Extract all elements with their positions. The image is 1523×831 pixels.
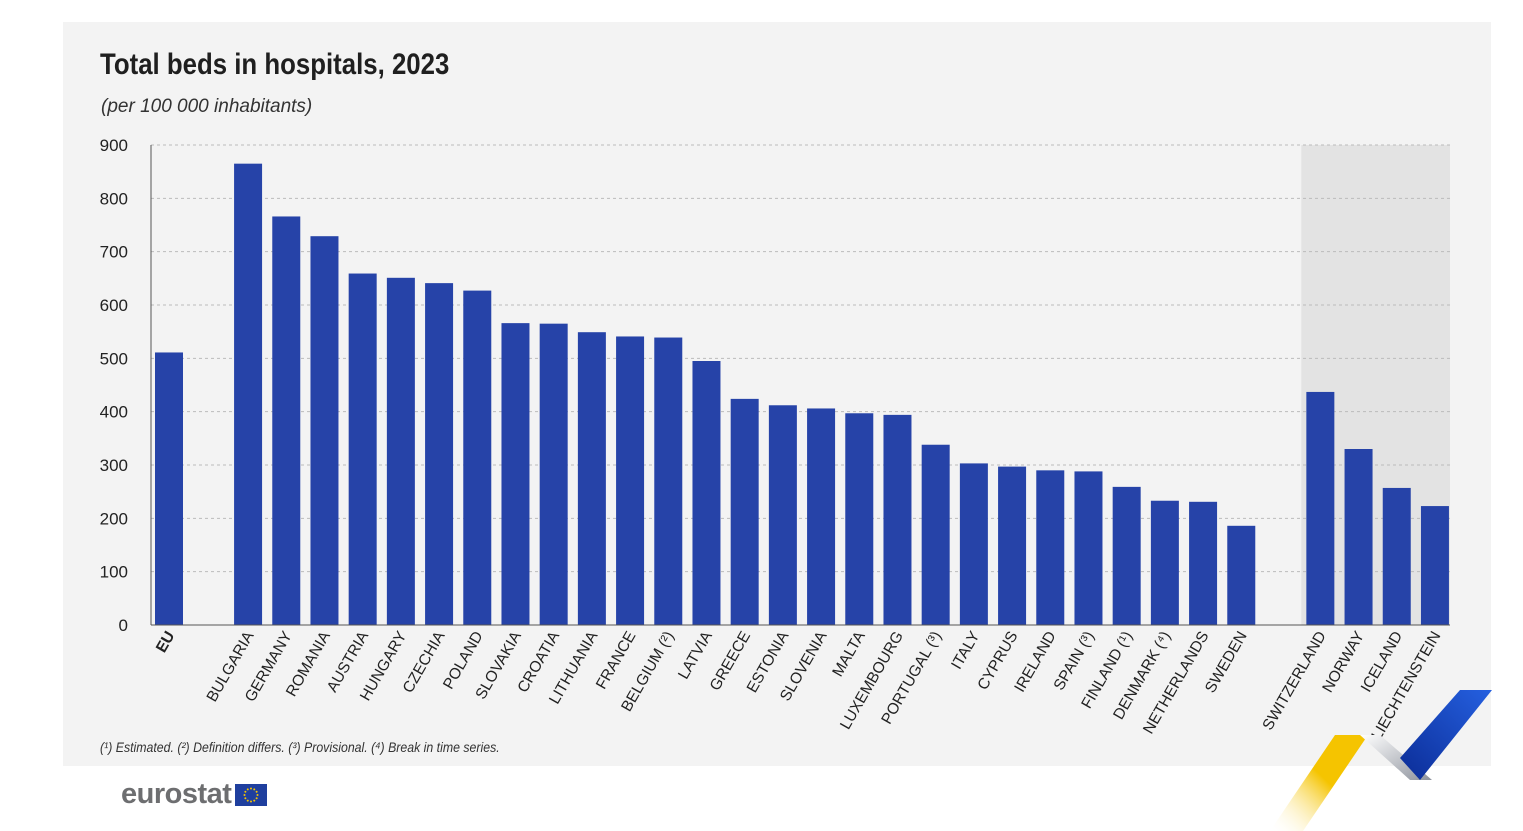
- flag-star: [244, 790, 247, 793]
- bar-spain: [1074, 471, 1103, 625]
- y-tick-label: 900: [100, 136, 128, 155]
- bar-sweden: [1227, 525, 1256, 625]
- x-tick-label-latvia: LATVIA: [675, 628, 716, 682]
- bar-luxembourg: [883, 414, 912, 625]
- bar-switzerland: [1306, 391, 1335, 625]
- brand-blue-stripe: [1400, 690, 1492, 780]
- y-tick-label: 300: [100, 456, 128, 475]
- y-tick-label: 400: [100, 403, 128, 422]
- bar-czechia: [425, 283, 454, 625]
- bar-liechtenstein: [1420, 506, 1449, 625]
- y-tick-label: 500: [100, 349, 128, 368]
- bar-finland: [1112, 486, 1141, 625]
- chart-title: Total beds in hospitals, 2023: [100, 48, 450, 81]
- bar-bulgaria: [234, 163, 263, 625]
- bar-romania: [310, 236, 339, 625]
- x-tick-labels: EU BULGARIAGERMANYROMANIAAUSTRIAHUNGARYCZ…: [153, 628, 1444, 743]
- flag-star: [244, 796, 247, 799]
- bar-italy: [959, 463, 988, 625]
- bar-poland: [463, 290, 492, 625]
- flag-star: [247, 799, 250, 802]
- bar-slovakia: [501, 323, 530, 625]
- flag-star: [250, 800, 253, 802]
- y-tick-label: 0: [119, 616, 128, 635]
- bar-denmark: [1150, 500, 1179, 625]
- eu-flag-icon: [235, 783, 268, 806]
- bar-greece: [730, 398, 759, 625]
- bar-belgium: [654, 337, 683, 625]
- flag-star: [243, 793, 246, 796]
- gridlines-layer: [151, 144, 1450, 573]
- eurostat-brand-swoosh: [1270, 690, 1492, 831]
- bar-malta: [845, 413, 874, 625]
- axis-layer: [150, 145, 1450, 626]
- flag-star: [256, 796, 259, 799]
- flag-star: [253, 799, 256, 802]
- bar-ireland: [1036, 470, 1065, 625]
- bar-norway: [1344, 449, 1373, 625]
- y-tick-labels: 0 100 200 300 400 500 600 700 800 900: [100, 136, 128, 635]
- footnote: (¹) Estimated. (²) Definition differs. (…: [100, 739, 500, 755]
- bar-lithuania: [577, 332, 606, 625]
- flag-star: [256, 793, 259, 796]
- bars-layer: [155, 163, 1449, 625]
- bar-eu: [155, 352, 183, 625]
- bar-iceland: [1382, 487, 1411, 625]
- logo-text: eurostat: [121, 778, 232, 810]
- x-tick-label-eu: EU: [153, 629, 178, 656]
- chart-panel: [63, 22, 1491, 766]
- bar-netherlands: [1189, 501, 1218, 625]
- flag-star: [247, 787, 250, 790]
- chart-subtitle: (per 100 000 inhabitants): [101, 96, 313, 117]
- bar-slovenia: [807, 408, 836, 625]
- y-tick-label: 700: [100, 243, 128, 262]
- flag-star: [256, 790, 259, 793]
- flag-star: [250, 787, 253, 789]
- y-tick-label: 800: [100, 189, 128, 208]
- bar-cyprus: [998, 466, 1027, 625]
- y-tick-label: 600: [100, 296, 128, 315]
- x-tick-label-malta: MALTA: [829, 628, 869, 680]
- y-tick-label: 200: [100, 509, 128, 528]
- y-tick-label: 100: [100, 563, 128, 582]
- bar-latvia: [692, 361, 721, 625]
- flag-star: [253, 787, 256, 790]
- bar-germany: [272, 216, 301, 625]
- bar-estonia: [768, 405, 797, 625]
- bar-portugal: [921, 444, 950, 625]
- bar-hungary: [386, 277, 415, 625]
- bar-france: [616, 336, 645, 625]
- x-tick-label-italy: ITALY: [948, 629, 983, 673]
- eurostat-logo[interactable]: eurostat: [121, 778, 268, 811]
- brand-yellow-stripe: [1270, 735, 1368, 831]
- bar-croatia: [539, 323, 568, 625]
- bar-austria: [348, 273, 377, 625]
